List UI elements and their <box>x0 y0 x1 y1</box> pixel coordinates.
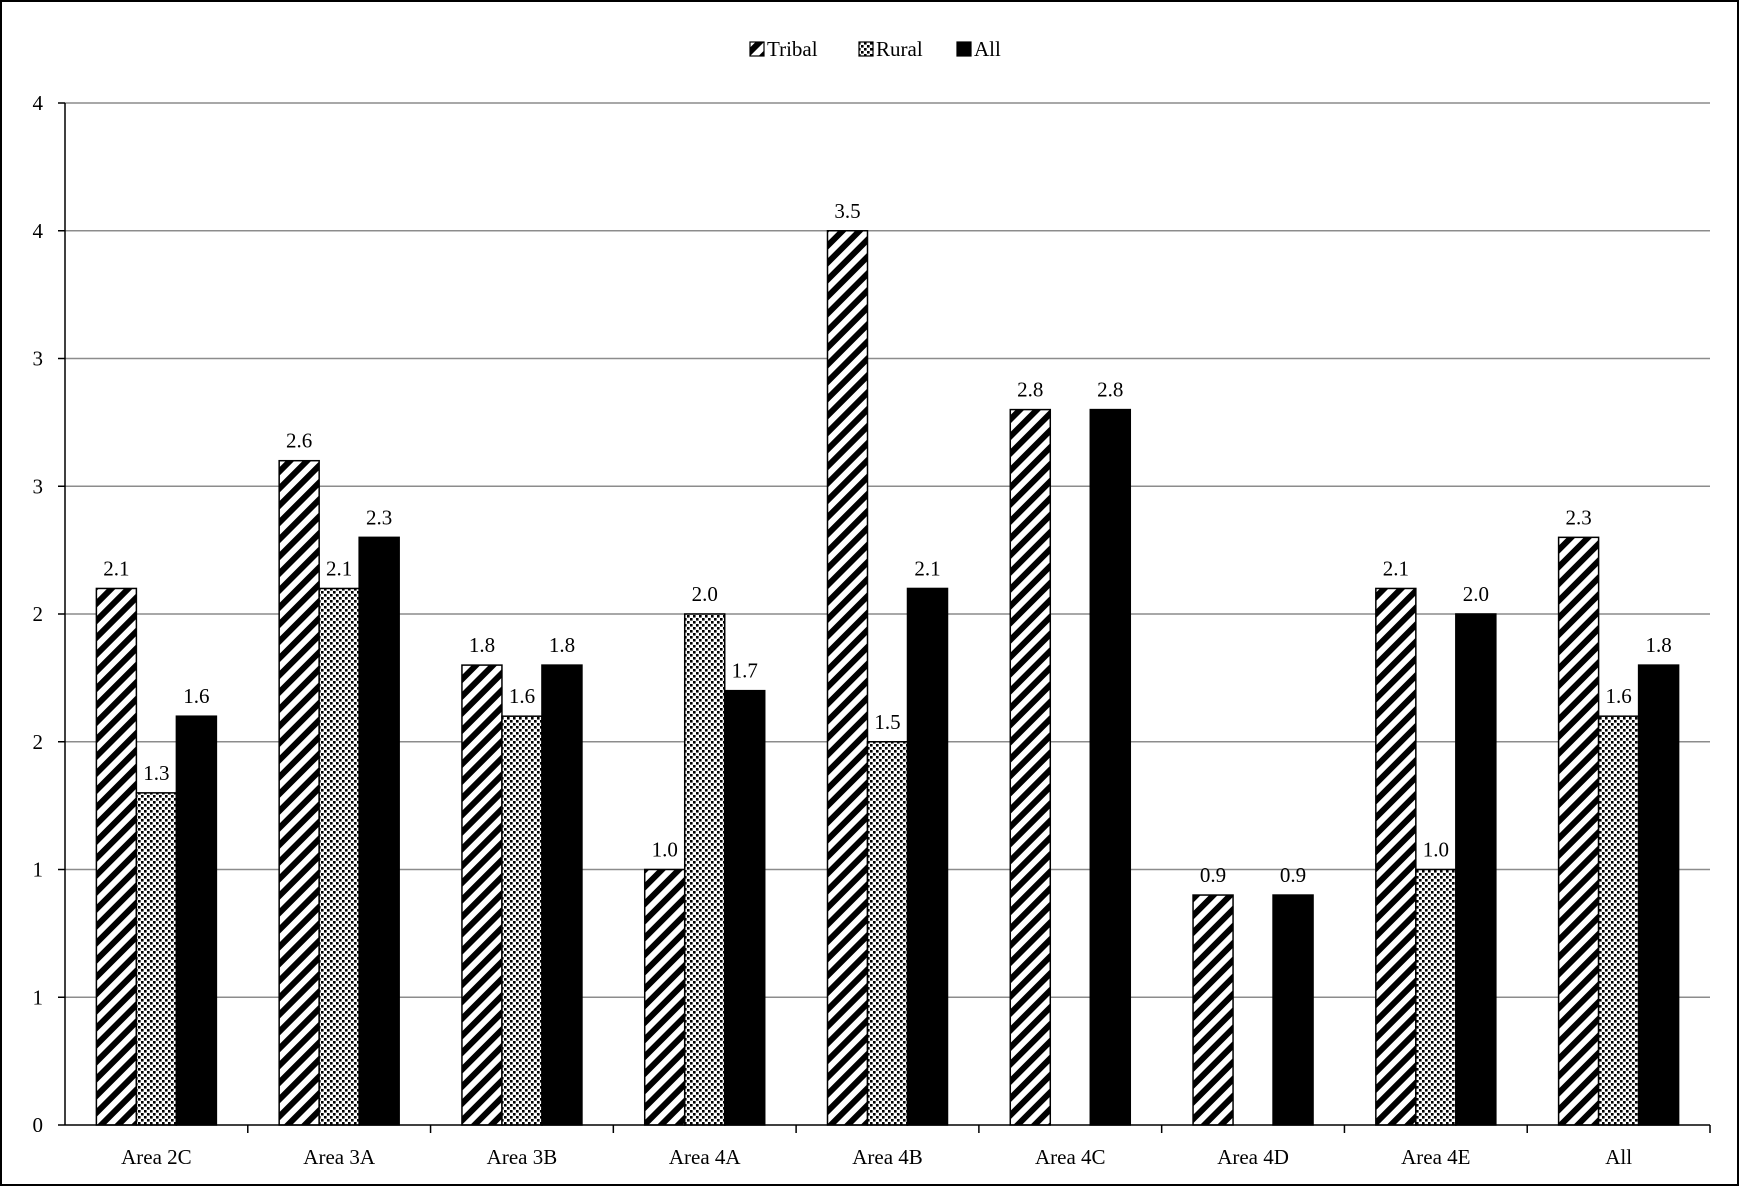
data-label: 1.6 <box>509 684 535 708</box>
bar-all <box>1272 894 1314 1126</box>
bars <box>95 230 1680 1126</box>
legend-swatch-tribal <box>749 41 765 57</box>
y-tick-label: 2 <box>33 730 44 754</box>
bar-all <box>1089 408 1132 1126</box>
data-label: 2.0 <box>1463 582 1489 606</box>
x-tick-label: Area 4B <box>852 1145 923 1169</box>
y-tick-label: 1 <box>33 985 44 1009</box>
y-tick-label: 3 <box>33 474 44 498</box>
bar-all <box>358 536 400 1126</box>
axes: 0 1 1 2 2 3 3 4 4 Area 2C Area 3A Area 3B Area 4A Are… <box>33 91 1711 1169</box>
legend-label: All <box>974 37 1001 61</box>
bar-rural <box>135 792 178 1126</box>
data-label: 2.6 <box>286 429 312 453</box>
data-label: 2.3 <box>366 505 392 529</box>
data-label: 0.9 <box>1280 863 1306 887</box>
bar-tribal <box>95 587 138 1126</box>
data-label: 1.0 <box>1423 838 1449 862</box>
bar-rural <box>1597 715 1640 1126</box>
bar-all <box>723 689 766 1126</box>
x-tick-label: Area 4E <box>1401 1145 1470 1169</box>
bar-all <box>1637 664 1680 1126</box>
bar-tribal <box>1192 894 1234 1126</box>
bar-rural <box>318 587 360 1126</box>
data-label: 2.8 <box>1097 378 1123 402</box>
data-label: 1.0 <box>652 838 678 862</box>
bar-rural <box>501 715 543 1126</box>
y-tick-label: 0 <box>33 1113 44 1137</box>
data-label: 3.5 <box>834 199 860 223</box>
data-label: 2.8 <box>1017 378 1043 402</box>
x-tick-label: Area 4A <box>669 1145 742 1169</box>
data-label: 1.8 <box>1645 633 1671 657</box>
legend-swatch-rural <box>858 41 874 57</box>
bar-rural <box>866 741 909 1126</box>
data-label: 0.9 <box>1200 863 1226 887</box>
bar-all <box>1455 613 1497 1126</box>
bar-rural <box>1415 868 1457 1126</box>
bar-tribal <box>461 664 503 1126</box>
y-tick-label: 2 <box>33 602 44 626</box>
bar-tribal <box>826 230 869 1126</box>
bar-all <box>906 587 949 1126</box>
bar-tribal <box>643 868 686 1126</box>
data-label: 1.5 <box>874 710 900 734</box>
x-tick-label: Area 3A <box>303 1145 376 1169</box>
legend-label: Tribal <box>767 37 818 61</box>
data-label: 2.1 <box>326 556 352 580</box>
legend: Tribal Rural All <box>749 37 1001 61</box>
bar-tribal <box>1557 536 1600 1126</box>
data-label: 1.7 <box>732 659 758 683</box>
data-label: 1.8 <box>549 633 575 657</box>
x-tick-label: Area 2C <box>121 1145 192 1169</box>
x-tick-label: Area 3B <box>487 1145 558 1169</box>
x-tick-label: Area 4D <box>1217 1145 1289 1169</box>
data-label: 1.3 <box>143 761 169 785</box>
bar-all <box>175 715 218 1126</box>
y-tick-label: 1 <box>33 858 44 882</box>
bar-tribal <box>1009 408 1052 1126</box>
data-label: 1.6 <box>183 684 209 708</box>
bar-rural <box>683 613 726 1126</box>
data-label: 1.6 <box>1605 684 1631 708</box>
data-label: 2.1 <box>103 556 129 580</box>
x-tick-label: All <box>1605 1145 1632 1169</box>
x-tick-label: Area 4C <box>1035 1145 1106 1169</box>
y-tick-label: 3 <box>33 347 44 371</box>
data-label: 2.1 <box>1383 556 1409 580</box>
bar-tribal <box>278 459 320 1126</box>
data-label: 2.1 <box>914 556 940 580</box>
data-label: 1.8 <box>469 633 495 657</box>
data-label: 2.0 <box>692 582 718 606</box>
y-tick-label: 4 <box>33 219 44 243</box>
data-label: 2.3 <box>1565 505 1591 529</box>
legend-swatch-all <box>956 41 972 57</box>
legend-label: Rural <box>876 37 923 61</box>
y-tick-label: 4 <box>33 91 44 115</box>
data-labels: 2.1 1.3 1.6 2.6 2.1 2.3 1.8 1.6 1.8 1.0 2.0 1.7 3.5 1… <box>103 199 1671 887</box>
bar-tribal <box>1375 587 1417 1126</box>
bar-all <box>541 664 583 1126</box>
